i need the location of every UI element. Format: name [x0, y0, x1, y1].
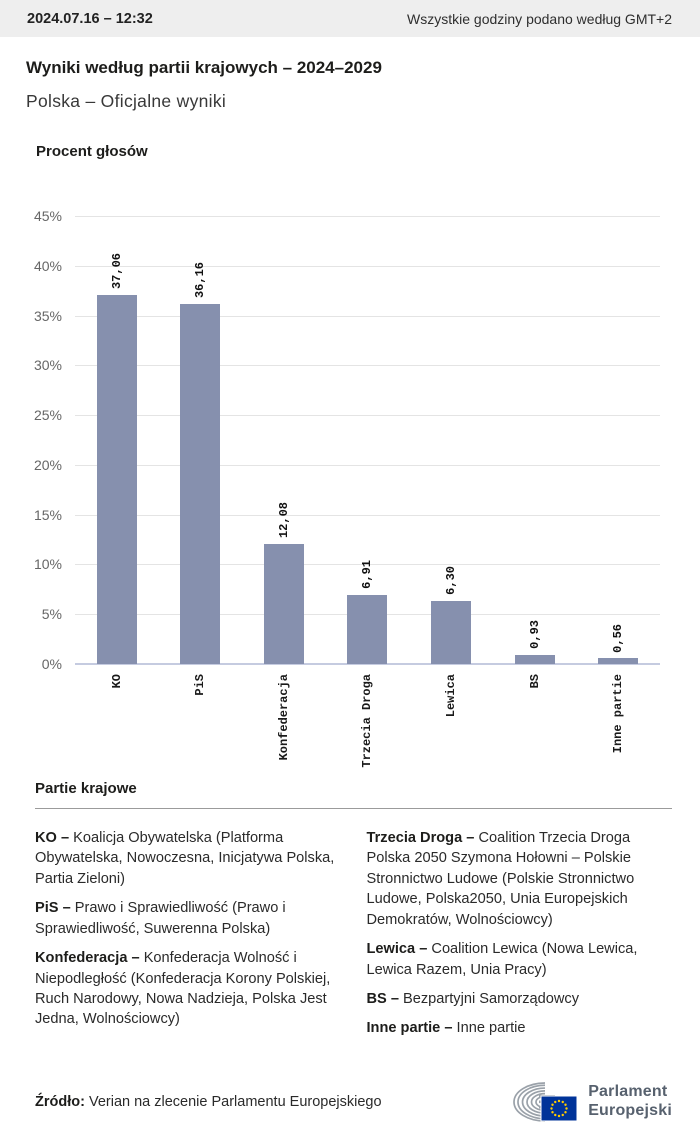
- legend-divider: [35, 808, 672, 809]
- logo-wordmark: Parlament Europejski: [588, 1083, 672, 1120]
- y-axis-label: 45%: [33, 208, 62, 224]
- bar-value-label: 36,16: [193, 262, 208, 299]
- plot-area: 37,06 KO 36,16 PiS 12,08 Konfederacja 6,91 Trze…: [75, 216, 660, 768]
- top-bar: 2024.07.16 – 12:32 Wszystkie godziny pod…: [0, 0, 700, 37]
- party-legend-item: Trzecia Droga – Coalition Trzecia Droga …: [367, 828, 673, 930]
- party-legend-item: BS – Bezpartyjni Samorządowcy: [367, 989, 673, 1009]
- bar: [431, 601, 472, 664]
- european-parliament-logo: Parlament Europejski: [499, 1081, 672, 1122]
- bar-chart: 37,06 KO 36,16 PiS 12,08 Konfederacja 6,91 Trze…: [0, 160, 700, 780]
- bar-band: 6,30 Lewica: [409, 216, 493, 717]
- party-name: Konfederacja –: [35, 950, 144, 967]
- gridline: [75, 514, 660, 516]
- y-axis-label: 35%: [33, 307, 62, 324]
- x-axis-label: Inne partie: [611, 674, 626, 754]
- bar: [96, 295, 137, 664]
- party-name: Lewica –: [366, 941, 432, 958]
- y-axis-label: 5%: [41, 606, 62, 623]
- y-axis-label: 40%: [33, 257, 62, 274]
- bar-band: 6,91 Trzecia Droga: [326, 216, 410, 768]
- x-axis-label: BS: [527, 674, 542, 689]
- y-axis-label: 15%: [33, 506, 62, 523]
- x-axis-label: Konfederacja: [276, 674, 291, 761]
- gridline: [75, 464, 660, 466]
- party-legend-item: Konfederacja – Konfederacja Wolność i Ni…: [35, 948, 341, 1030]
- x-axis-label: KO: [109, 674, 124, 689]
- party-description: Coalition Trzecia Droga Polska 2050 Szym…: [366, 830, 635, 928]
- chart-title: Procent głosów: [36, 143, 148, 160]
- legend-heading: Partie krajowe: [35, 780, 137, 797]
- y-axis-label: 10%: [33, 556, 62, 573]
- bar-value-label: 37,06: [109, 253, 124, 290]
- source-note: Źródło: Verian na zlecenie Parlamentu Eu…: [35, 1094, 382, 1110]
- party-name: KO –: [35, 830, 74, 846]
- x-axis-label: Lewica: [444, 674, 459, 718]
- party-description: Konfederacja Wolność i Niepodległość (Ko…: [35, 950, 331, 1028]
- source-label: Źródło:: [35, 1093, 85, 1110]
- bar-value-label: 12,08: [276, 501, 291, 538]
- bar: [347, 595, 388, 664]
- bar-band: 12,08 Konfederacja: [242, 216, 326, 760]
- party-description: Coalition Lewica (Nowa Lewica, Lewica Ra…: [366, 941, 638, 978]
- x-axis-label: PiS: [193, 674, 208, 696]
- x-axis-line: [75, 663, 660, 665]
- page-title: Wyniki według partii krajowych – 2024–20…: [26, 58, 382, 77]
- party-description: Koalicja Obywatelska (Platforma Obywatel…: [35, 830, 335, 887]
- y-axis-label: 0%: [41, 656, 62, 672]
- logo-line1: Parlament: [588, 1083, 668, 1101]
- title-block: Wyniki według partii krajowych – 2024–20…: [0, 37, 700, 112]
- bar-band: 0,56 Inne partie: [576, 216, 660, 753]
- bar: [263, 543, 304, 664]
- party-legend-item: KO – Koalicja Obywatelska (Platforma Oby…: [35, 828, 341, 889]
- logo-line2: Europejski: [588, 1101, 672, 1119]
- gridline: [75, 564, 660, 566]
- party-name: Inne partie –: [366, 1020, 457, 1037]
- bar-band: 0,93 BS: [493, 216, 577, 688]
- bar-value-label: 6,30: [444, 566, 459, 596]
- bar: [514, 654, 555, 664]
- source-text: Verian na zlecenie Parlamentu Europejski…: [84, 1093, 382, 1110]
- legend-column-left: KO – Koalicja Obywatelska (Platforma Oby…: [35, 828, 341, 1048]
- parliament-hemicycle-icon: [513, 1081, 578, 1122]
- report-timestamp: 2024.07.16 – 12:32: [27, 10, 153, 27]
- y-axis-label: 25%: [33, 407, 62, 424]
- party-legend-item: PiS – Prawo i Sprawiedliwość (Prawo i Sp…: [35, 898, 341, 939]
- bar-value-label: 0,56: [611, 623, 626, 653]
- party-legend-item: Lewica – Coalition Lewica (Nowa Lewica, …: [367, 939, 673, 980]
- y-axis-label: 30%: [33, 357, 62, 374]
- timezone-note: Wszystkie godziny podano według GMT+2: [407, 10, 672, 27]
- party-legend-item: Inne partie – Inne partie: [367, 1018, 673, 1038]
- party-description: Prawo i Sprawiedliwość (Prawo i Sprawied…: [35, 900, 286, 937]
- legend-column-right: Trzecia Droga – Coalition Trzecia Droga …: [367, 828, 673, 1048]
- gridline: [75, 265, 660, 267]
- gridline: [75, 216, 660, 217]
- legend-columns: KO – Koalicja Obywatelska (Platforma Oby…: [35, 828, 672, 1048]
- gridline: [75, 415, 660, 417]
- eu-flag-icon: [540, 1095, 578, 1122]
- gridline: [75, 315, 660, 317]
- party-legend: Partie krajowe KO – Koalicja Obywatelska…: [35, 780, 672, 1048]
- party-description: Bezpartyjni Samorządowcy: [403, 990, 580, 1007]
- bar: [598, 658, 639, 664]
- bar-band: 36,16 PiS: [159, 216, 243, 696]
- page-subtitle: Polska – Oficjalne wyniki: [26, 91, 227, 111]
- x-axis-label: Trzecia Droga: [360, 674, 375, 768]
- party-name: PiS –: [35, 900, 75, 917]
- bar-value-label: 6,91: [360, 560, 375, 590]
- footer: Źródło: Verian na zlecenie Parlamentu Eu…: [35, 1081, 672, 1122]
- bar: [180, 304, 221, 664]
- gridline: [75, 365, 660, 367]
- bar-value-label: 0,93: [527, 619, 542, 649]
- y-axis-label: 20%: [33, 456, 62, 473]
- party-description: Inne partie: [456, 1020, 526, 1037]
- bar-band: 37,06 KO: [75, 216, 159, 688]
- party-name: BS –: [366, 990, 403, 1007]
- party-name: Trzecia Droga –: [366, 830, 479, 846]
